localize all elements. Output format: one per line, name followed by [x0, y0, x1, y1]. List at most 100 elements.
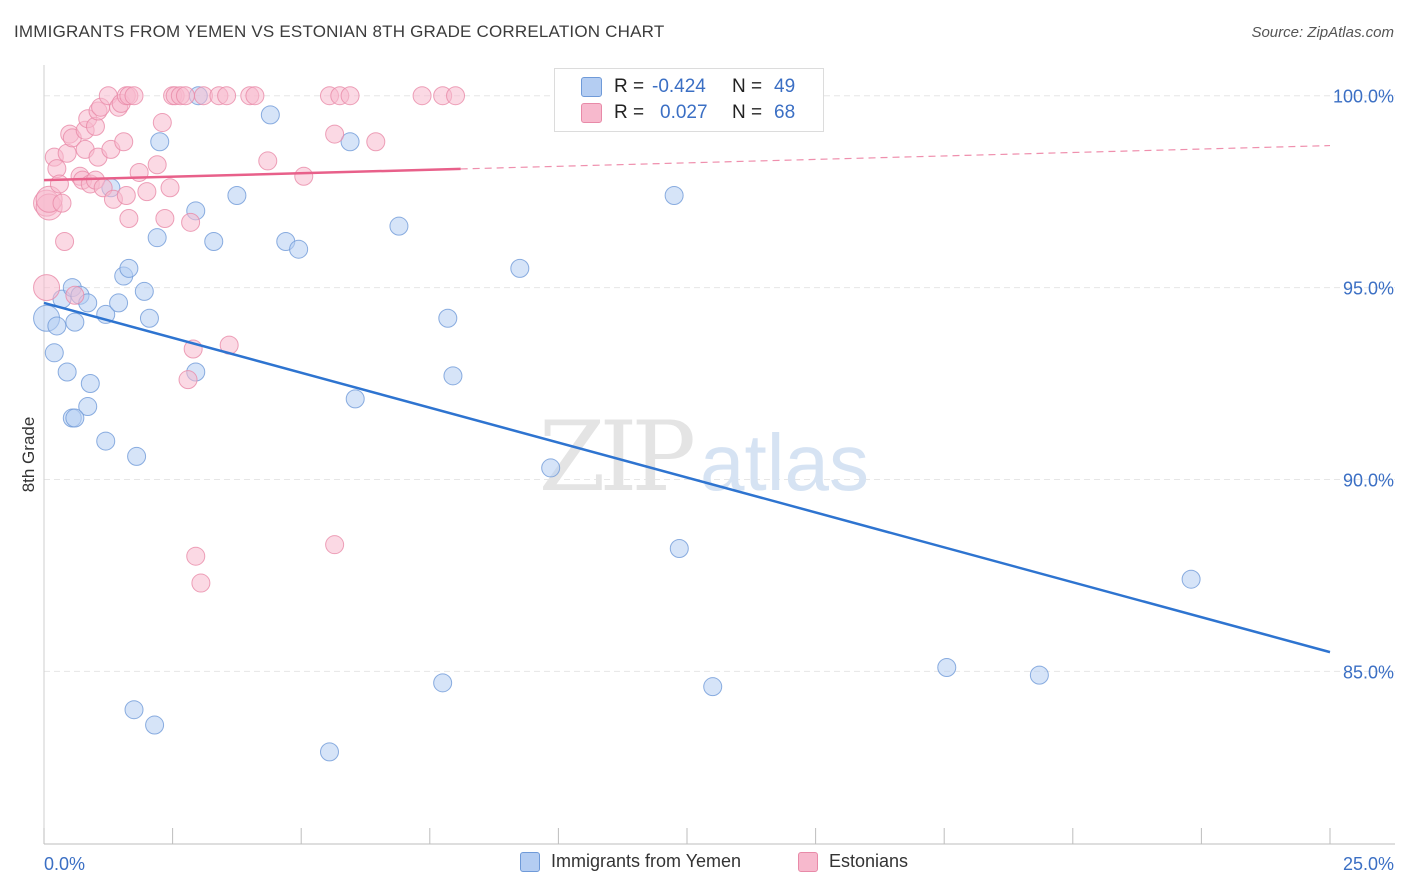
point-yemen — [145, 715, 165, 735]
point-estonians — [340, 86, 360, 106]
point-yemen — [44, 343, 64, 363]
x-tick-label: 25.0% — [1343, 854, 1394, 874]
legend-swatch-estonians — [798, 851, 818, 872]
point-yemen — [65, 312, 85, 332]
stats-row-estonians: R = 0.027 N = 68 — [581, 100, 795, 126]
point-estonians — [325, 124, 345, 144]
point-estonians — [245, 86, 265, 106]
point-estonians — [160, 178, 180, 198]
point-yemen — [65, 408, 85, 428]
legend-item-yemen[interactable]: Immigrants from Yemen — [520, 851, 741, 872]
point-estonians — [366, 132, 386, 152]
stats-row-yemen: R = -0.424 N = 49 — [581, 74, 795, 100]
point-yemen — [47, 316, 67, 336]
stats-n-label: N = — [732, 76, 763, 97]
point-yemen — [669, 539, 689, 559]
point-yemen — [139, 308, 159, 328]
point-estonians — [258, 151, 278, 171]
stats-swatch-estonians — [581, 103, 602, 123]
point-yemen — [703, 677, 723, 697]
point-yemen — [147, 228, 167, 248]
point-estonians — [65, 285, 85, 305]
stats-n-value: 49 — [774, 76, 796, 97]
legend-label-yemen: Immigrants from Yemen — [551, 851, 742, 871]
watermark-zip: ZIP — [539, 401, 694, 513]
point-yemen — [260, 105, 280, 125]
point-yemen — [664, 185, 684, 205]
point-yemen — [289, 239, 309, 259]
y-tick-label: 95.0% — [1343, 279, 1394, 299]
point-yemen — [438, 308, 458, 328]
point-estonians — [325, 535, 345, 555]
point-estonians — [152, 113, 172, 133]
trendline-estonians — [43, 167, 461, 182]
stats-r-label: R = — [614, 76, 645, 97]
point-yemen — [80, 374, 100, 394]
point-estonians — [114, 132, 134, 152]
point-yemen — [109, 293, 129, 313]
point-yemen — [541, 458, 561, 478]
point-yemen — [134, 281, 154, 301]
stats-r-value: -0.424 — [652, 76, 706, 97]
point-estonians — [186, 546, 206, 566]
point-estonians — [33, 274, 61, 302]
point-estonians — [175, 86, 195, 106]
point-estonians — [178, 370, 198, 390]
point-yemen — [127, 446, 147, 466]
point-yemen — [204, 232, 224, 252]
x-tick-label: 0.0% — [44, 854, 85, 874]
point-estonians — [49, 174, 69, 194]
point-estonians — [116, 185, 136, 205]
stats-n-label: N = — [732, 102, 763, 123]
trendline-estonians-dashed — [460, 144, 1331, 170]
trendline-yemen — [43, 301, 1331, 654]
point-yemen — [319, 742, 339, 762]
point-estonians — [181, 212, 201, 232]
point-estonians — [119, 208, 139, 228]
point-estonians — [55, 232, 75, 252]
y-tick-label: 90.0% — [1343, 470, 1394, 490]
stats-r-label: R = — [614, 102, 645, 123]
point-yemen — [340, 132, 360, 152]
point-yemen — [510, 258, 530, 278]
point-yemen — [57, 362, 77, 382]
point-estonians — [217, 86, 237, 106]
point-yemen — [937, 657, 957, 677]
point-yemen — [227, 185, 247, 205]
point-yemen — [443, 366, 463, 386]
stats-r-value: 0.027 — [660, 102, 708, 123]
point-yemen — [433, 673, 453, 693]
point-yemen — [389, 216, 409, 236]
stats-swatch-yemen — [581, 77, 602, 97]
point-estonians — [124, 86, 144, 106]
point-estonians — [52, 193, 72, 213]
point-yemen — [124, 700, 144, 720]
stats-box: R = -0.424 N = 49 R = 0.027 N = 68 — [554, 68, 824, 132]
point-estonians — [155, 208, 175, 228]
point-estonians — [137, 182, 157, 202]
legend-label-estonians: Estonians — [829, 851, 909, 871]
y-axis-title: 8th Grade — [19, 417, 38, 493]
chart-source: Source: ZipAtlas.com — [1251, 24, 1394, 41]
watermark-atlas: atlas — [700, 418, 869, 507]
chart-title: IMMIGRANTS FROM YEMEN VS ESTONIAN 8TH GR… — [14, 22, 665, 41]
point-estonians — [446, 86, 466, 106]
point-yemen — [78, 397, 98, 417]
point-yemen — [96, 431, 116, 451]
point-estonians — [412, 86, 432, 106]
legend: Immigrants from Yemen Estonians — [0, 851, 1406, 879]
legend-item-estonians[interactable]: Estonians — [798, 851, 908, 872]
point-yemen — [345, 389, 365, 409]
stats-n-value: 68 — [774, 102, 796, 123]
legend-swatch-yemen — [520, 851, 540, 872]
point-yemen — [119, 258, 139, 278]
point-yemen — [1029, 665, 1049, 685]
point-estonians — [294, 166, 314, 186]
point-yemen — [1181, 569, 1201, 589]
point-yemen — [150, 132, 170, 152]
y-tick-label: 85.0% — [1343, 662, 1394, 682]
point-estonians — [191, 573, 211, 593]
y-tick-label: 100.0% — [1333, 87, 1394, 107]
point-estonians — [147, 155, 167, 175]
